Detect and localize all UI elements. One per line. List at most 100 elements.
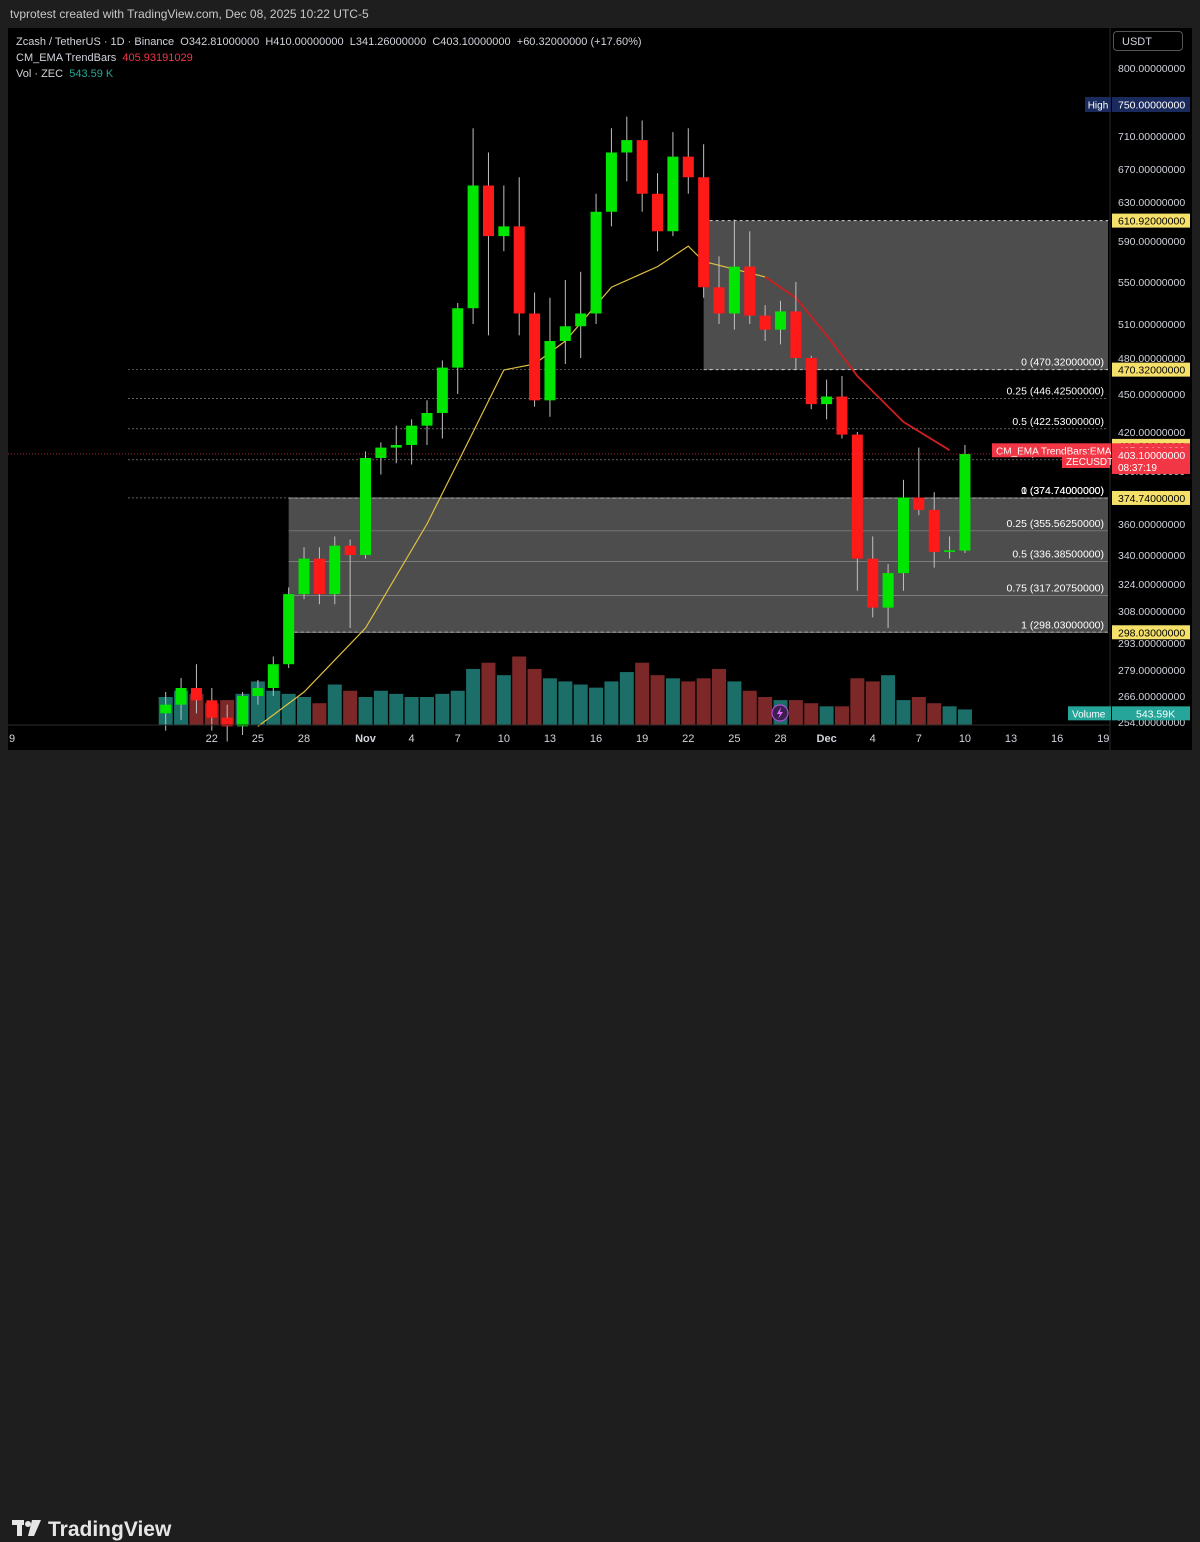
- volume-bar: [712, 668, 727, 725]
- candle-body: [267, 664, 279, 688]
- candle-body: [237, 696, 249, 727]
- candle-body: [851, 434, 863, 559]
- legend-symbol[interactable]: Zcash / TetherUS · 1D · Binance: [16, 36, 175, 48]
- volume-bar: [404, 696, 419, 725]
- legend-ema-value: 405.93191029: [122, 52, 193, 64]
- candle-body: [575, 313, 587, 327]
- time-axis-tick: 7: [916, 733, 922, 745]
- symbol-tag: [1062, 454, 1110, 468]
- zone-price-tag: [1112, 213, 1190, 228]
- candle-body: [652, 193, 664, 232]
- candle-body: [160, 704, 172, 714]
- volume-bar: [312, 703, 327, 725]
- price-chart[interactable]: 0 (470.32000000) 0.25 (446.42500000) 0.5 (…: [8, 28, 1192, 750]
- candle-body: [252, 688, 264, 696]
- candle-body: [375, 447, 387, 458]
- chart-area[interactable]: 0 (470.32000000) 0.25 (446.42500000) 0.5 (…: [8, 28, 1192, 750]
- volume-bar: [696, 678, 711, 725]
- fib-zone-0: [703, 220, 1108, 370]
- price-axis-tick: 360.00000000: [1118, 519, 1185, 531]
- candle-body: [190, 688, 202, 701]
- high-value-tag: [1112, 97, 1190, 112]
- fib-level-label: 0 (374.74000000): [1021, 485, 1104, 497]
- current-price-tag: [1112, 447, 1190, 474]
- candle-body: [959, 453, 971, 551]
- zone-price-text: 374.74000000: [1118, 493, 1185, 505]
- fib-level-label: 0.75 (317.20750000): [1007, 582, 1105, 594]
- volume-bar: [297, 696, 312, 725]
- time-axis-tick: 19: [636, 733, 648, 745]
- legend-ema-name: CM_EMA TrendBars: [16, 52, 117, 64]
- time-axis-tick: 22: [206, 733, 218, 745]
- volume-bar: [542, 678, 557, 725]
- candle-body: [744, 266, 756, 316]
- zone-price-tag: [1112, 362, 1190, 377]
- price-axis-tick: 670.00000000: [1118, 164, 1185, 176]
- symbol-tag-text: ZECUSDT: [1066, 457, 1113, 468]
- volume-bar: [834, 706, 849, 725]
- volume-bar: [527, 668, 542, 725]
- candle-body: [360, 458, 372, 555]
- ema-tag-text: CM_EMA TrendBars:EMA: [996, 446, 1112, 457]
- price-axis-tick: 266.00000000: [1118, 691, 1185, 703]
- zone-price-tag: [1112, 490, 1190, 505]
- countdown-text: 08:37:19: [1118, 463, 1157, 474]
- price-axis-tick: 279.00000000: [1118, 665, 1185, 677]
- zone-price-tag: [1112, 625, 1190, 640]
- high-value-text: 750.00000000: [1118, 100, 1185, 112]
- price-axis-tick: 590.00000000: [1118, 236, 1185, 248]
- time-axis-tick: 4: [409, 733, 415, 745]
- volume-bar: [927, 703, 942, 725]
- price-axis-tick: 710.00000000: [1118, 131, 1185, 143]
- price-axis-tick: 510.00000000: [1118, 319, 1185, 331]
- lightning-bolt-icon: [777, 707, 783, 719]
- currency-button[interactable]: USDT: [1113, 31, 1183, 51]
- price-axis-tick: 420.00000000: [1118, 427, 1185, 439]
- time-axis-tick: Nov: [355, 733, 377, 745]
- high-tag: [1085, 97, 1111, 112]
- tradingview-wordmark: TradingView: [48, 1518, 172, 1541]
- time-axis-tick: 16: [590, 733, 602, 745]
- legend-volume-row[interactable]: Vol · ZEC 543.59 K: [16, 66, 642, 82]
- time-axis-tick: 10: [959, 733, 971, 745]
- legend-high: H410.00000000: [265, 36, 344, 48]
- volume-bar: [742, 690, 757, 725]
- legend-change: +60.32000000 (+17.60%): [516, 36, 642, 48]
- price-axis-tick: 308.00000000: [1118, 606, 1185, 618]
- volume-bar: [343, 690, 358, 725]
- volume-bar: [881, 675, 896, 725]
- tradingview-logo[interactable]: TradingView: [12, 1518, 171, 1542]
- candle-body: [175, 688, 187, 705]
- price-axis-tick: 630.00000000: [1118, 197, 1185, 209]
- candle-body: [913, 497, 925, 510]
- time-axis-tick: 4: [870, 733, 876, 745]
- chart-title: tvprotest created with TradingView.com, …: [10, 7, 369, 21]
- legend-ema-row[interactable]: CM_EMA TrendBars 405.93191029: [16, 50, 642, 66]
- time-axis-tick: 13: [544, 733, 556, 745]
- legend-ohlc-row: Zcash / TetherUS · 1D · Binance O342.810…: [16, 34, 642, 50]
- volume-bar: [266, 690, 281, 725]
- time-axis-tick: 13: [1005, 733, 1017, 745]
- candle-body: [329, 545, 341, 595]
- volume-bar: [512, 656, 527, 725]
- volume-bar: [665, 678, 680, 725]
- volume-bar: [604, 681, 619, 725]
- volume-value-text: 543.59K: [1136, 708, 1175, 720]
- tradingview-logo-icon: [12, 1519, 42, 1542]
- candle-body: [897, 497, 909, 574]
- candle-body: [467, 185, 479, 309]
- time-axis-tick: 19: [1097, 733, 1109, 745]
- candle-body: [636, 140, 648, 194]
- volume-bar: [865, 681, 880, 725]
- volume-bar: [389, 693, 404, 725]
- volume-bar: [681, 681, 696, 725]
- volume-bar: [957, 709, 972, 725]
- candle-body: [805, 358, 817, 405]
- candle-body: [544, 341, 556, 401]
- time-axis-tick: 22: [682, 733, 694, 745]
- volume-bar: [481, 662, 496, 725]
- candle-body: [944, 550, 956, 552]
- candle-body: [836, 396, 848, 435]
- candle-body: [621, 140, 633, 153]
- price-axis-tick: 480.00000000: [1118, 353, 1185, 365]
